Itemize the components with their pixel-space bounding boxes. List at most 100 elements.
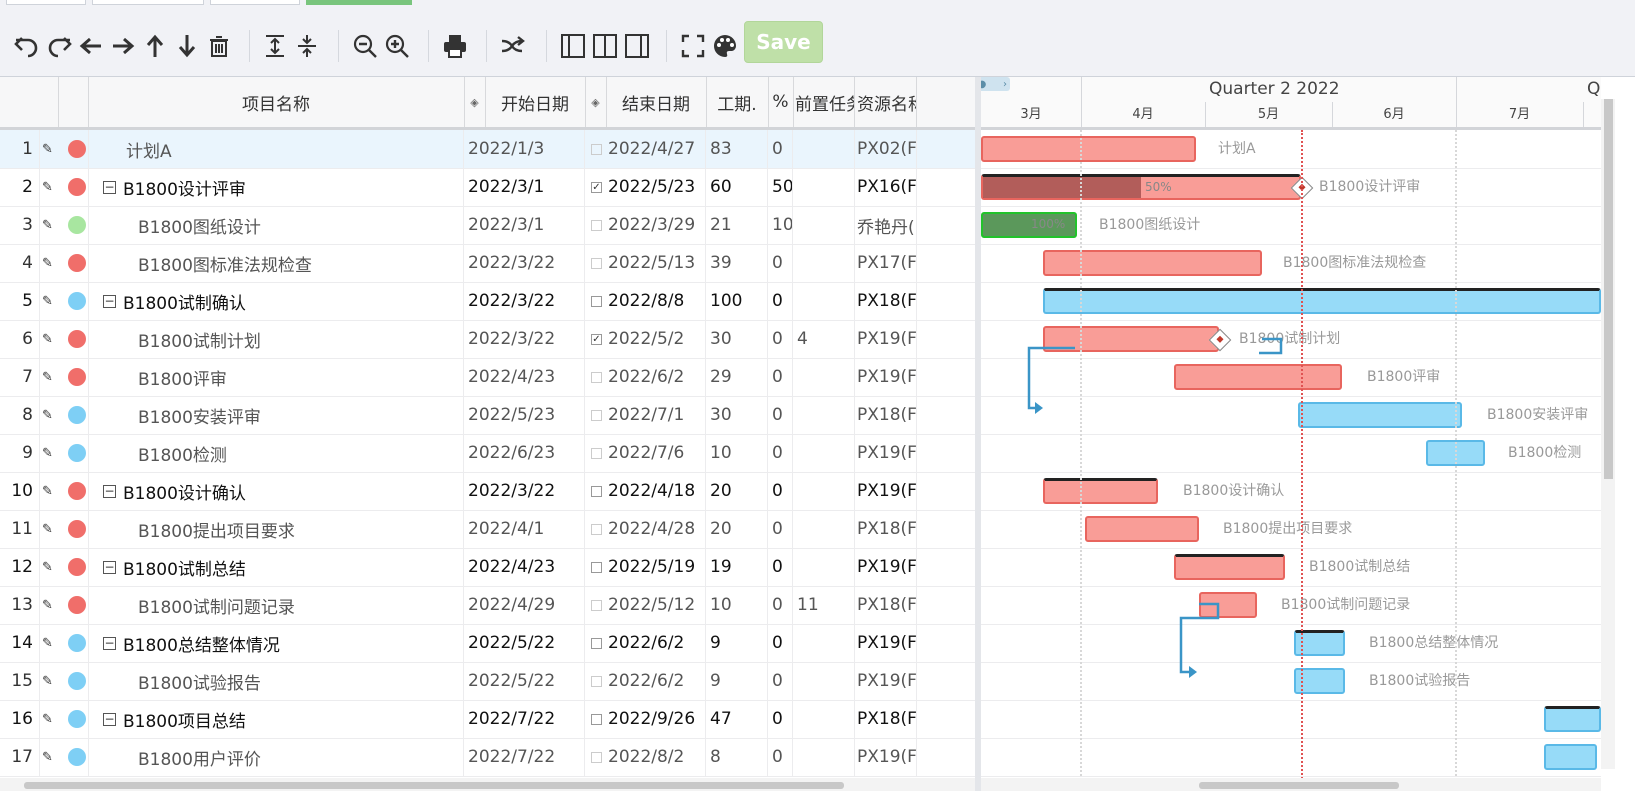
expand-rows-icon[interactable]	[260, 31, 290, 61]
milestone-checkbox[interactable]	[585, 700, 606, 738]
start-date[interactable]: 2022/7/22	[464, 738, 585, 776]
resource-name[interactable]: PX19(F	[855, 624, 917, 662]
header-resource[interactable]: 资源名称	[855, 77, 917, 127]
table-row[interactable]: 13 ✎ B1800试制问题记录 2022/4/29 2022/5/12 10 0 11 PX1…	[0, 586, 975, 625]
palette-icon[interactable]	[710, 31, 740, 61]
resource-name[interactable]: PX19(F	[855, 662, 917, 700]
task-bar[interactable]: 100%	[981, 212, 1077, 238]
task-name[interactable]: − B1800试制总结	[88, 548, 464, 586]
task-name[interactable]: 计划A	[88, 130, 464, 168]
percent-complete[interactable]: 0	[768, 358, 793, 396]
layout-right-icon[interactable]	[622, 31, 652, 61]
task-name[interactable]: − B1800总结整体情况	[88, 624, 464, 662]
header-name[interactable]: 项目名称	[88, 77, 465, 127]
edit-pencil-icon[interactable]: ✎	[42, 445, 53, 461]
percent-complete[interactable]: 0	[768, 472, 793, 510]
resource-name[interactable]: PX19(F	[855, 358, 917, 396]
task-bar[interactable]	[1298, 402, 1462, 428]
percent-complete[interactable]: 0	[768, 130, 793, 168]
task-bar[interactable]	[1544, 706, 1601, 732]
layout-split-icon[interactable]	[590, 31, 620, 61]
top-tab[interactable]	[92, 0, 204, 5]
resource-name[interactable]: PX19(F	[855, 472, 917, 510]
end-date[interactable]: 2022/5/13	[606, 244, 706, 282]
predecessor[interactable]	[793, 662, 855, 700]
percent-complete[interactable]: 0	[768, 320, 793, 358]
table-row[interactable]: 6 ✎ B1800试制计划 2022/3/22 ✓ 2022/5/2 30 0 4 PX19(F	[0, 320, 975, 359]
predecessor[interactable]	[793, 168, 855, 206]
milestone-checkbox[interactable]	[585, 396, 606, 434]
end-date[interactable]: 2022/5/23	[606, 168, 706, 206]
collapse-toggle-icon[interactable]: −	[103, 711, 116, 726]
edit-pencil-icon[interactable]: ✎	[42, 293, 53, 309]
predecessor[interactable]	[793, 358, 855, 396]
milestone-checkbox[interactable]: ✓	[591, 181, 602, 193]
task-name[interactable]: B1800用户评价	[88, 738, 464, 776]
task-name[interactable]: − B1800项目总结	[88, 700, 464, 738]
header-start-date[interactable]: 开始日期	[485, 77, 586, 127]
end-date[interactable]: 2022/5/2	[606, 320, 706, 358]
percent-complete[interactable]: 0	[768, 624, 793, 662]
table-row[interactable]: 17 ✎ B1800用户评价 2022/7/22 2022/8/2 8 0 PX19(F	[0, 738, 975, 777]
task-bar[interactable]	[1043, 326, 1219, 352]
predecessor[interactable]	[793, 396, 855, 434]
resource-name[interactable]: PX18(F	[855, 586, 917, 624]
duration[interactable]: 20	[706, 510, 768, 548]
sort-diamond-icon[interactable]: ◈	[464, 77, 486, 127]
edit-pencil-icon[interactable]: ✎	[42, 179, 53, 195]
end-date[interactable]: 2022/5/12	[606, 586, 706, 624]
milestone-checkbox[interactable]	[585, 244, 606, 282]
predecessor[interactable]	[793, 244, 855, 282]
trash-icon[interactable]	[204, 31, 234, 61]
predecessor[interactable]	[793, 472, 855, 510]
start-date[interactable]: 2022/4/23	[464, 358, 585, 396]
end-date[interactable]: 2022/4/18	[606, 472, 706, 510]
duration[interactable]: 8	[706, 738, 768, 776]
task-bar[interactable]	[1199, 592, 1257, 618]
arrow-down-icon[interactable]	[172, 31, 202, 61]
start-date[interactable]: 2022/7/22	[464, 700, 585, 738]
duration[interactable]: 47	[706, 700, 768, 738]
gantt-vertical-scrollbar[interactable]	[1601, 99, 1615, 769]
edit-pencil-icon[interactable]: ✎	[42, 217, 53, 233]
table-row[interactable]: 15 ✎ B1800试验报告 2022/5/22 2022/6/2 9 0 PX19(F	[0, 662, 975, 701]
task-bar[interactable]	[1043, 288, 1601, 314]
start-date[interactable]: 2022/4/23	[464, 548, 585, 586]
start-date[interactable]: 2022/3/22	[464, 472, 585, 510]
percent-complete[interactable]: 0	[768, 662, 793, 700]
predecessor[interactable]	[793, 434, 855, 472]
task-bar[interactable]	[1174, 364, 1342, 390]
percent-complete[interactable]: 0	[768, 434, 793, 472]
grid-horizontal-scrollbar[interactable]	[0, 778, 975, 791]
task-bar[interactable]	[1043, 250, 1262, 276]
resource-name[interactable]: PX19(F	[855, 320, 917, 358]
milestone-checkbox[interactable]	[585, 282, 606, 320]
task-bar[interactable]	[1544, 744, 1597, 770]
resource-name[interactable]: PX18(F	[855, 396, 917, 434]
layout-left-icon[interactable]	[558, 31, 588, 61]
redo-icon[interactable]	[44, 31, 74, 61]
resource-name[interactable]: PX02(F	[855, 130, 917, 168]
edit-pencil-icon[interactable]: ✎	[42, 407, 53, 423]
pane-splitter[interactable]	[975, 77, 981, 791]
task-name[interactable]: − B1800试制确认	[88, 282, 464, 320]
table-row[interactable]: 14 ✎ − B1800总结整体情况 2022/5/22 2022/6/2 9 0 PX19(F	[0, 624, 975, 663]
start-date[interactable]: 2022/3/22	[464, 320, 585, 358]
collapse-toggle-icon[interactable]: −	[103, 635, 116, 650]
duration[interactable]: 20	[706, 472, 768, 510]
milestone-checkbox[interactable]	[585, 472, 606, 510]
predecessor[interactable]	[793, 282, 855, 320]
resource-name[interactable]: PX19(F	[855, 738, 917, 776]
edit-pencil-icon[interactable]: ✎	[42, 369, 53, 385]
task-bar[interactable]	[981, 136, 1196, 162]
edit-pencil-icon[interactable]: ✎	[42, 635, 53, 651]
task-name[interactable]: − B1800设计评审	[88, 168, 464, 206]
percent-complete[interactable]: 0	[768, 282, 793, 320]
duration[interactable]: 9	[706, 662, 768, 700]
top-tab-active[interactable]	[306, 0, 412, 5]
end-date[interactable]: 2022/7/1	[606, 396, 706, 434]
duration[interactable]: 9	[706, 624, 768, 662]
start-date[interactable]: 2022/3/22	[464, 244, 585, 282]
edit-pencil-icon[interactable]: ✎	[42, 141, 53, 157]
zoom-out-icon[interactable]	[350, 31, 380, 61]
